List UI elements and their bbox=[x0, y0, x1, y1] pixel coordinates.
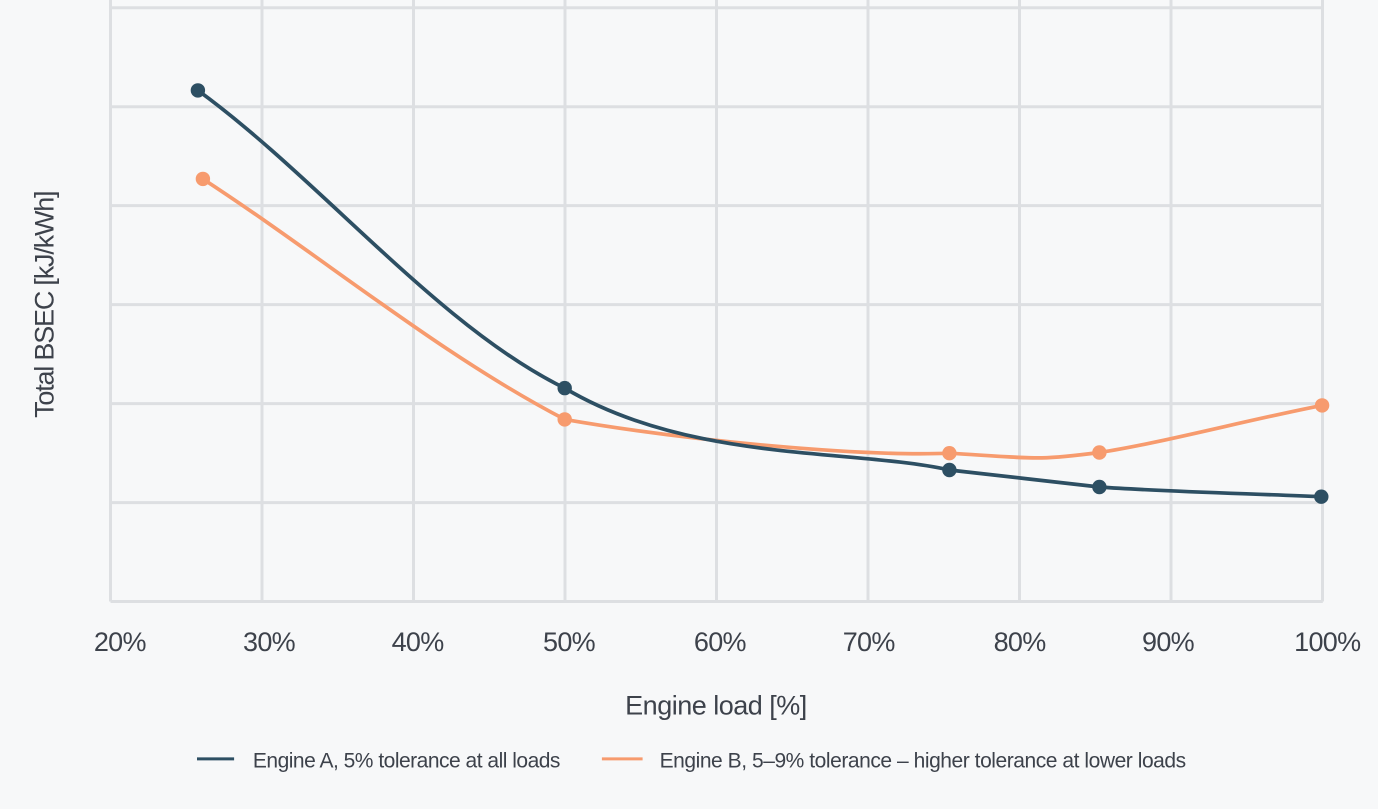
svg-text:60%: 60% bbox=[694, 627, 747, 657]
svg-text:30%: 30% bbox=[243, 627, 296, 657]
svg-text:40%: 40% bbox=[392, 627, 445, 657]
svg-text:80%: 80% bbox=[994, 627, 1047, 657]
svg-text:Engine B, 5–9% tolerance – hig: Engine B, 5–9% tolerance – higher tolera… bbox=[660, 750, 1186, 773]
svg-text:Engine load [%]: Engine load [%] bbox=[625, 691, 807, 721]
svg-text:20%: 20% bbox=[94, 627, 147, 657]
svg-text:Total BSEC [kJ/kWh]: Total BSEC [kJ/kWh] bbox=[30, 192, 60, 418]
svg-text:50%: 50% bbox=[543, 627, 596, 657]
svg-text:90%: 90% bbox=[1142, 627, 1195, 657]
svg-text:100%: 100% bbox=[1294, 627, 1361, 657]
svg-text:70%: 70% bbox=[843, 627, 896, 657]
svg-text:Engine A, 5% tolerance at all: Engine A, 5% tolerance at all loads bbox=[253, 750, 560, 773]
